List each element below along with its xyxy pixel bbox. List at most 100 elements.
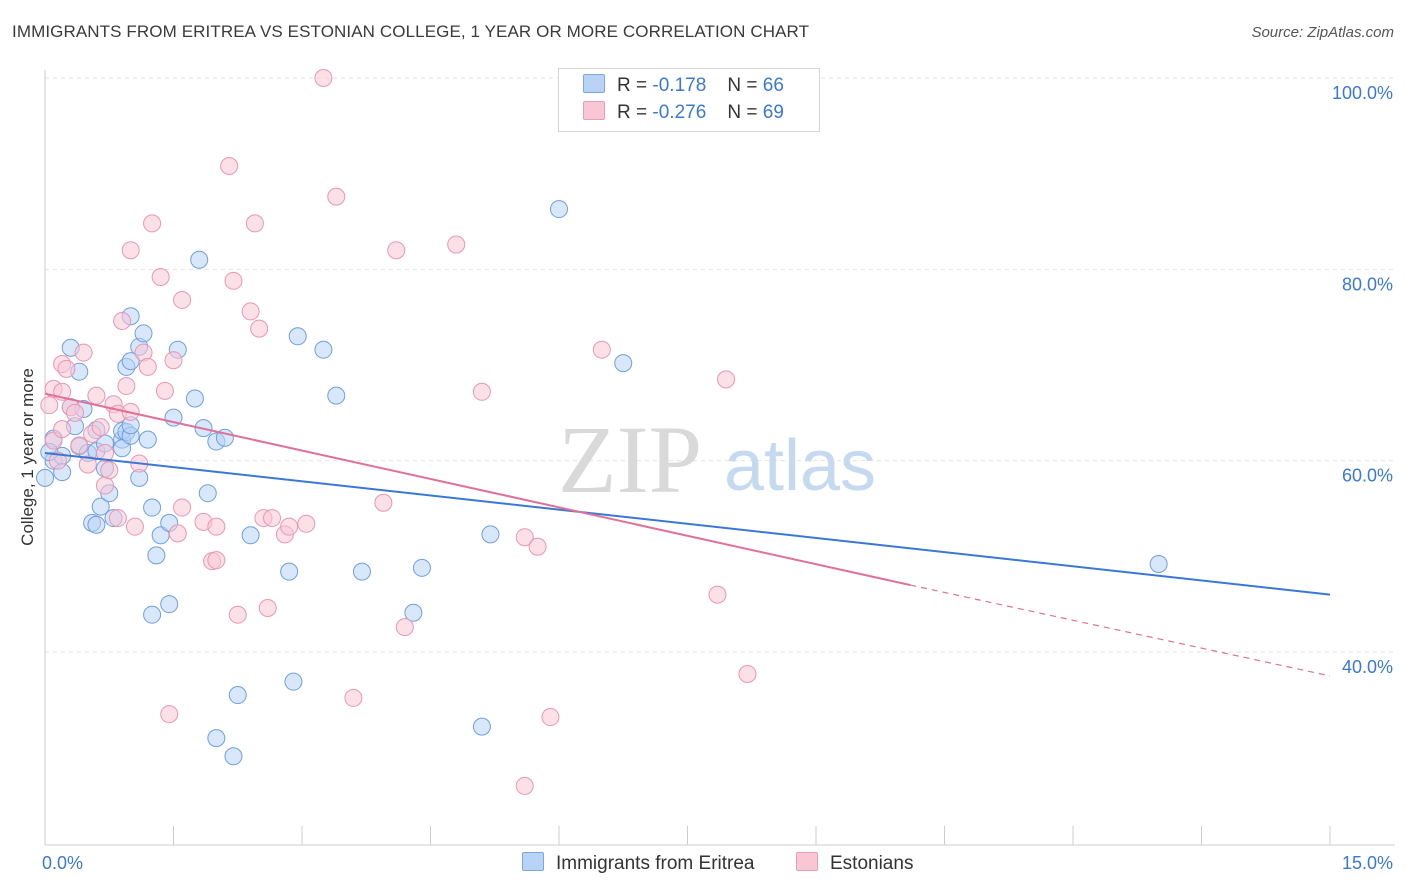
y-tick-label: 100.0% — [1332, 83, 1393, 103]
axes — [44, 70, 1395, 846]
legend-n-value: 66 — [762, 75, 784, 96]
estonians-point — [113, 311, 132, 330]
estonians-point — [87, 386, 106, 405]
eritrea-point — [284, 672, 303, 691]
bottom-legend-label: Estonians — [830, 853, 914, 874]
bottom-legend-label: Immigrants from Eritrea — [556, 853, 755, 874]
eritrea-point — [91, 497, 110, 516]
trend-lines — [44, 392, 1331, 677]
eritrea-point — [147, 546, 166, 565]
x-tick-label: 0.0% — [42, 853, 83, 873]
legend-n-value: 69 — [762, 102, 784, 123]
chart-source: Source: ZipAtlas.com — [1251, 24, 1394, 41]
chart-title: IMMIGRANTS FROM ERITREA VS ESTONIAN COLL… — [12, 22, 810, 41]
grid-lines — [45, 77, 1395, 653]
legend-n-label: N = — [727, 75, 758, 96]
legend-r-value: -0.178 — [652, 75, 707, 96]
estonians-point — [515, 528, 534, 547]
estonians-point — [314, 69, 333, 87]
estonians-point — [160, 705, 179, 724]
eritrea-point — [143, 605, 162, 624]
watermark: ZIP atlas — [558, 406, 876, 513]
estonians-point — [108, 509, 127, 528]
y-tick-label: 60.0% — [1342, 466, 1393, 486]
data-points — [36, 69, 1168, 795]
estonians-point — [125, 517, 144, 536]
eritrea-point — [1149, 554, 1168, 573]
estonians-point — [374, 493, 393, 512]
legend-n-label: N = — [727, 102, 758, 123]
eritrea-point — [614, 354, 633, 373]
eritrea-point — [481, 525, 500, 544]
estonians-point — [164, 351, 183, 370]
eritrea-point — [138, 430, 157, 449]
pink-swatch-icon — [583, 101, 605, 120]
estonians-point — [74, 343, 93, 362]
pink-swatch-icon — [796, 852, 818, 871]
eritrea-point — [185, 389, 204, 408]
eritrea-point — [288, 327, 307, 346]
estonians-point — [297, 514, 316, 533]
eritrea-trend-line — [44, 452, 1331, 596]
legend-r-label: R = — [617, 75, 648, 96]
x-tick-label: 15.0% — [1342, 853, 1393, 873]
estonians-point — [228, 605, 247, 624]
eritrea-point — [224, 747, 243, 766]
estonians-point — [738, 665, 757, 684]
estonians-point — [258, 598, 277, 617]
estonians-trend-line — [44, 392, 911, 587]
estonians-point — [472, 382, 491, 401]
eritrea-point — [404, 603, 423, 622]
estonians-point — [207, 517, 226, 536]
estonians-point — [117, 377, 136, 396]
estonians-point — [327, 187, 346, 206]
estonians-point — [708, 585, 727, 604]
estonians-point — [717, 370, 736, 389]
eritrea-point — [190, 250, 209, 269]
watermark-atlas: atlas — [724, 426, 876, 506]
estonians-point — [541, 708, 560, 727]
stats-legend: R = -0.178 N = 66 R = -0.276 N = 69 — [558, 68, 820, 132]
eritrea-point — [198, 484, 217, 503]
estonians-point — [168, 524, 187, 543]
estonians-point — [173, 498, 192, 517]
estonians-point — [241, 302, 260, 321]
y-tick-label: 80.0% — [1342, 274, 1393, 294]
bottom-legend-eritrea: Immigrants from Eritrea — [522, 852, 754, 875]
estonians-point — [515, 776, 534, 795]
estonians-point — [48, 451, 67, 470]
estonians-point — [395, 618, 414, 637]
estonians-point — [245, 214, 264, 233]
estonians-point — [173, 290, 192, 309]
eritrea-point — [87, 515, 106, 534]
eritrea-point — [314, 340, 333, 359]
eritrea-point — [550, 200, 568, 219]
estonians-point — [224, 271, 243, 290]
y-axis-label: College, 1 year or more — [18, 368, 37, 546]
eritrea-point — [134, 324, 153, 343]
blue-swatch-icon — [583, 74, 605, 93]
eritrea-point — [228, 686, 247, 705]
eritrea-point — [36, 468, 54, 487]
legend-r-label: R = — [617, 102, 648, 123]
estonians-point — [155, 381, 174, 400]
bottom-legend-estonians: Estonians — [796, 852, 913, 875]
estonians-point — [53, 420, 72, 439]
y-tick-label: 40.0% — [1342, 657, 1393, 677]
watermark-zip: ZIP — [558, 406, 702, 513]
estonians-point — [40, 396, 59, 415]
eritrea-point — [280, 562, 299, 581]
estonians-point — [220, 157, 239, 176]
eritrea-point — [143, 498, 162, 517]
estonians-point — [78, 455, 97, 474]
eritrea-point — [207, 729, 226, 748]
estonians-point — [57, 359, 76, 378]
estonians-point — [100, 461, 119, 480]
estonians-trend-extension — [910, 584, 1331, 677]
estonians-point — [138, 357, 157, 376]
legend-row-eritrea: R = -0.178 N = 66 — [583, 74, 784, 100]
estonians-point — [151, 267, 170, 286]
estonians-point — [95, 444, 114, 463]
eritrea-point — [160, 595, 179, 614]
